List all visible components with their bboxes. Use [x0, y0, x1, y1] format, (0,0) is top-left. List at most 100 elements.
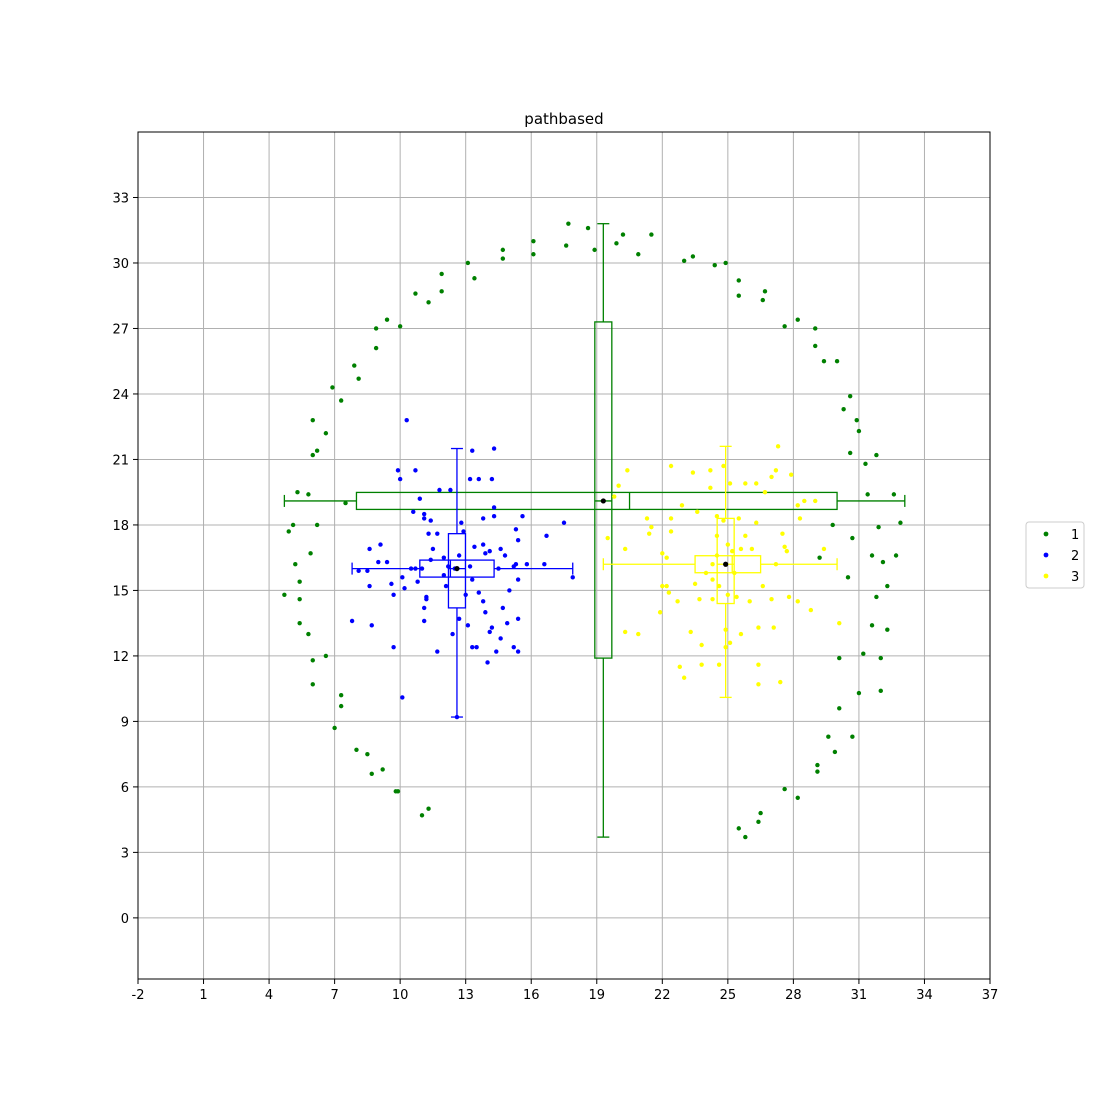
data-point: [714, 533, 720, 539]
data-point: [310, 658, 315, 663]
x-tick-label: 25: [720, 988, 737, 1003]
y-box: [447, 533, 467, 609]
data-point: [426, 531, 431, 536]
data-point: [657, 610, 663, 615]
data-point: [688, 629, 693, 635]
data-point: [323, 431, 329, 436]
data-point: [437, 487, 442, 493]
point-series-3: [605, 444, 842, 687]
data-point: [369, 771, 374, 776]
data-point: [421, 516, 427, 521]
data-point: [391, 592, 396, 597]
data-point: [786, 594, 792, 600]
data-point: [782, 544, 787, 549]
data-point: [854, 417, 859, 423]
data-point: [448, 487, 453, 493]
plot-area-frame: [137, 131, 991, 980]
data-point: [850, 734, 855, 739]
data-point: [507, 588, 512, 593]
data-point: [441, 555, 447, 560]
data-point: [692, 581, 698, 587]
data-point: [413, 468, 418, 473]
data-point: [491, 505, 497, 510]
data-point: [695, 509, 700, 515]
x-tick-label: 7: [330, 988, 338, 1003]
data-point: [782, 324, 787, 329]
legend-label: 3: [1071, 570, 1079, 585]
data-point: [395, 789, 401, 794]
data-point: [723, 627, 728, 632]
data-point: [690, 254, 696, 259]
data-point: [310, 682, 315, 687]
box-plot-series-3: [602, 445, 838, 699]
data-point: [494, 649, 499, 654]
data-point: [349, 618, 355, 624]
data-point: [404, 417, 409, 423]
data-point: [625, 468, 630, 473]
data-point: [813, 326, 818, 331]
x-tick-label: -2: [132, 988, 145, 1003]
y-tick-label: 6: [121, 781, 129, 796]
point-series-1: [282, 221, 903, 840]
data-point: [738, 546, 744, 552]
data-point: [813, 343, 818, 349]
legend-marker: [1043, 552, 1049, 558]
data-point: [878, 655, 883, 661]
data-point: [773, 562, 779, 567]
data-point: [863, 461, 868, 467]
data-point: [647, 531, 652, 536]
data-point: [513, 527, 519, 532]
data-point: [795, 503, 800, 508]
data-point: [352, 363, 357, 368]
data-point: [723, 644, 728, 650]
data-point: [384, 559, 390, 565]
data-point: [830, 522, 835, 528]
data-point: [815, 769, 820, 774]
data-point: [520, 514, 525, 519]
data-point: [338, 693, 344, 698]
data-point: [769, 596, 774, 602]
x-tick-label: 19: [588, 988, 605, 1003]
data-point: [343, 500, 348, 506]
data-point: [500, 605, 506, 611]
data-point: [373, 326, 379, 331]
data-point: [893, 553, 899, 558]
data-point: [710, 577, 715, 582]
data-point: [487, 548, 492, 554]
data-point: [435, 531, 440, 536]
y-tick-label: 3: [121, 846, 129, 861]
data-point: [467, 476, 473, 482]
data-point: [712, 262, 717, 268]
data-point: [585, 225, 591, 231]
data-point: [421, 605, 427, 611]
data-point: [736, 826, 741, 831]
data-point: [306, 631, 311, 637]
data-point: [419, 813, 425, 818]
data-point: [297, 620, 302, 626]
data-point: [808, 607, 814, 613]
x-tick-label: 4: [265, 988, 273, 1003]
data-point: [474, 644, 479, 650]
data-point: [367, 583, 372, 589]
data-point: [869, 553, 875, 558]
data-point: [784, 548, 790, 554]
mean-marker: [723, 561, 729, 567]
data-point: [616, 483, 621, 488]
data-point: [485, 660, 490, 665]
data-point: [681, 258, 687, 263]
data-point: [760, 583, 765, 589]
data-point: [721, 518, 726, 523]
data-point: [732, 570, 737, 576]
data-point: [736, 278, 741, 283]
data-point: [487, 629, 492, 635]
data-point: [515, 577, 521, 582]
data-point: [505, 620, 510, 626]
data-point: [515, 616, 521, 622]
data-point: [679, 503, 685, 508]
data-point: [727, 640, 733, 646]
mean-marker: [600, 498, 606, 504]
data-point: [323, 653, 329, 659]
y-box: [594, 321, 613, 659]
data-point: [869, 623, 875, 628]
